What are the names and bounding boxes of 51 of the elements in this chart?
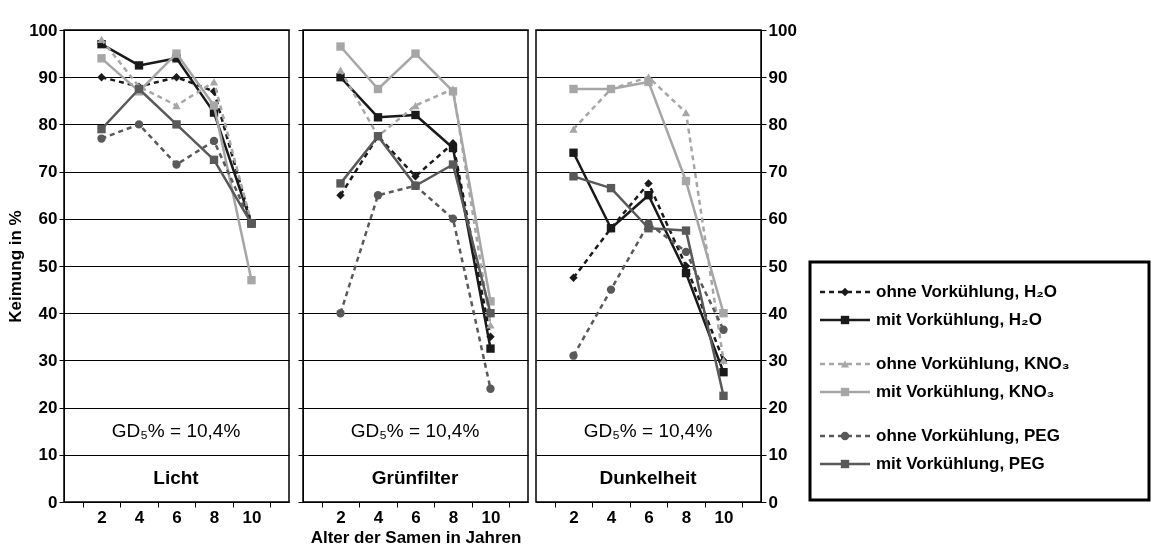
legend-label: mit Vorkühlung, H₂O [876, 310, 1042, 329]
annotation: GD₅% = 10,4% [350, 420, 480, 442]
y-tick-label: 80 [38, 114, 58, 134]
y-tick-label: 40 [768, 303, 788, 323]
text: Licht [153, 467, 200, 489]
x-axis-title: Alter der Samen in Jahren [310, 527, 522, 547]
x-tick-label: 8 [681, 507, 692, 527]
text: Dunkelheit [599, 467, 698, 489]
y-tick-label: 40 [38, 303, 58, 323]
legend-label: ohne Vorkühlung, KNO₃ [876, 354, 1070, 373]
legend-label: ohne Vorkühlung, PEG [876, 426, 1060, 445]
x-tick-label: 10 [481, 507, 501, 527]
x-tick-label: 10 [242, 507, 262, 527]
y-tick-label: 60 [768, 209, 788, 229]
y-axis-title: Keimung in % [6, 210, 26, 323]
y-tick-label: 0 [768, 492, 778, 512]
y-tick-label: 20 [768, 398, 788, 418]
y-tick-label: 60 [38, 209, 58, 229]
x-tick-label: 2 [97, 507, 107, 527]
y-tick-label: 10 [38, 445, 58, 465]
x-tick-label: 10 [714, 507, 734, 527]
legend-label: mit Vorkühlung, PEG [876, 454, 1045, 473]
y-tick-label: 70 [38, 162, 58, 182]
x-tick-label: 6 [644, 507, 654, 527]
y-tick-label: 100 [768, 20, 797, 40]
x-tick-label: 2 [569, 507, 579, 527]
y-tick-label: 80 [768, 114, 788, 134]
y-tick-label: 100 [29, 20, 58, 40]
y-tick-label: 0 [48, 492, 58, 512]
text: Grünfilter [371, 467, 459, 489]
y-tick-label: 50 [768, 256, 788, 276]
y-tick-label: 20 [38, 398, 58, 418]
annotation: GD₅% = 10,4% [111, 420, 241, 442]
y-tick-label: 30 [38, 350, 58, 370]
y-tick-label: 10 [768, 445, 788, 465]
legend-label: mit Vorkühlung, KNO₃ [876, 382, 1055, 401]
y-tick-label: 70 [768, 162, 788, 182]
x-tick-label: 6 [411, 507, 421, 527]
x-tick-label: 4 [373, 507, 384, 527]
x-tick-label: 8 [448, 507, 459, 527]
y-tick-label: 90 [768, 67, 788, 87]
x-tick-label: 2 [336, 507, 346, 527]
y-tick-label: 30 [768, 350, 788, 370]
x-tick-label: 6 [172, 507, 182, 527]
x-tick-label: 4 [606, 507, 617, 527]
y-tick-label: 90 [38, 67, 58, 87]
legend-label: ohne Vorkühlung, H₂O [876, 282, 1058, 301]
x-tick-label: 8 [209, 507, 220, 527]
x-tick-label: 4 [134, 507, 145, 527]
y-tick-label: 50 [38, 256, 58, 276]
annotation: GD₅% = 10,4% [583, 420, 713, 442]
